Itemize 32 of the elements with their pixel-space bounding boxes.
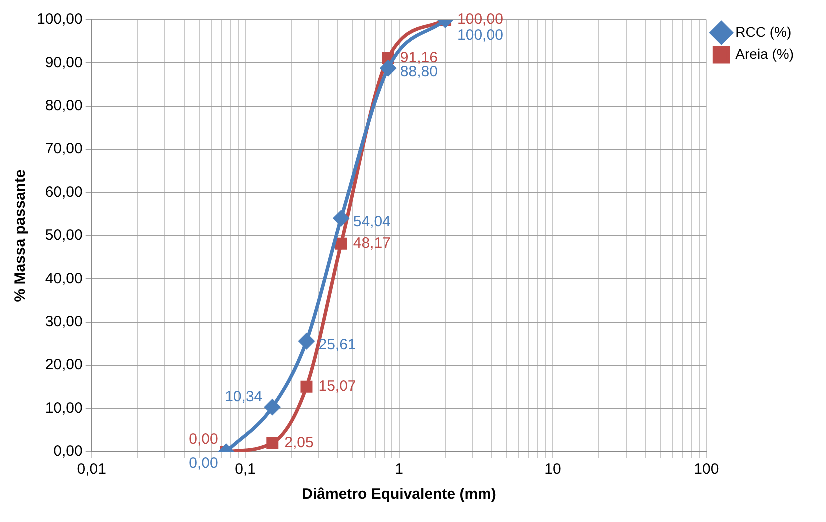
legend-label: RCC (%) bbox=[736, 24, 792, 40]
y-tick-label: 90,00 bbox=[45, 54, 83, 72]
y-tick-label: 10,00 bbox=[45, 400, 83, 417]
data-label: 0,00 bbox=[189, 431, 218, 448]
y-tick-label: 70,00 bbox=[45, 140, 83, 158]
data-label: 15,07 bbox=[318, 378, 356, 396]
y-tick-label: 20,00 bbox=[45, 356, 83, 374]
x-tick-label: 0,1 bbox=[235, 461, 256, 478]
data-label: 100,00 bbox=[458, 27, 504, 44]
y-axis-title: % Massa passante bbox=[12, 170, 30, 302]
data-label: 0,00 bbox=[189, 455, 218, 472]
y-tick-label: 40,00 bbox=[45, 270, 83, 288]
data-label: 25,61 bbox=[318, 336, 356, 354]
y-tick-label: 0,00 bbox=[54, 443, 83, 460]
x-tick-label: 100 bbox=[694, 461, 720, 478]
x-axis-title: Diâmetro Equivalente (mm) bbox=[302, 486, 496, 504]
data-label: 48,17 bbox=[353, 235, 391, 252]
data-label: 54,04 bbox=[353, 214, 391, 231]
data-label: 100,00 bbox=[458, 11, 504, 28]
data-label: 88,80 bbox=[400, 64, 438, 81]
y-tick-label: 80,00 bbox=[45, 98, 83, 115]
y-tick-label: 100,00 bbox=[36, 11, 83, 28]
data-label: 2,05 bbox=[284, 434, 314, 452]
data-label: 10,34 bbox=[225, 388, 263, 406]
x-tick-label: 1 bbox=[395, 461, 404, 478]
y-tick-label: 50,00 bbox=[45, 227, 83, 244]
data-label: 91,16 bbox=[400, 49, 438, 66]
y-tick-label: 30,00 bbox=[45, 314, 83, 331]
x-tick-label: 0,01 bbox=[77, 461, 106, 478]
legend-label: Areia (%) bbox=[736, 46, 794, 62]
y-tick-label: 60,00 bbox=[45, 184, 83, 201]
x-tick-label: 10 bbox=[544, 461, 562, 478]
